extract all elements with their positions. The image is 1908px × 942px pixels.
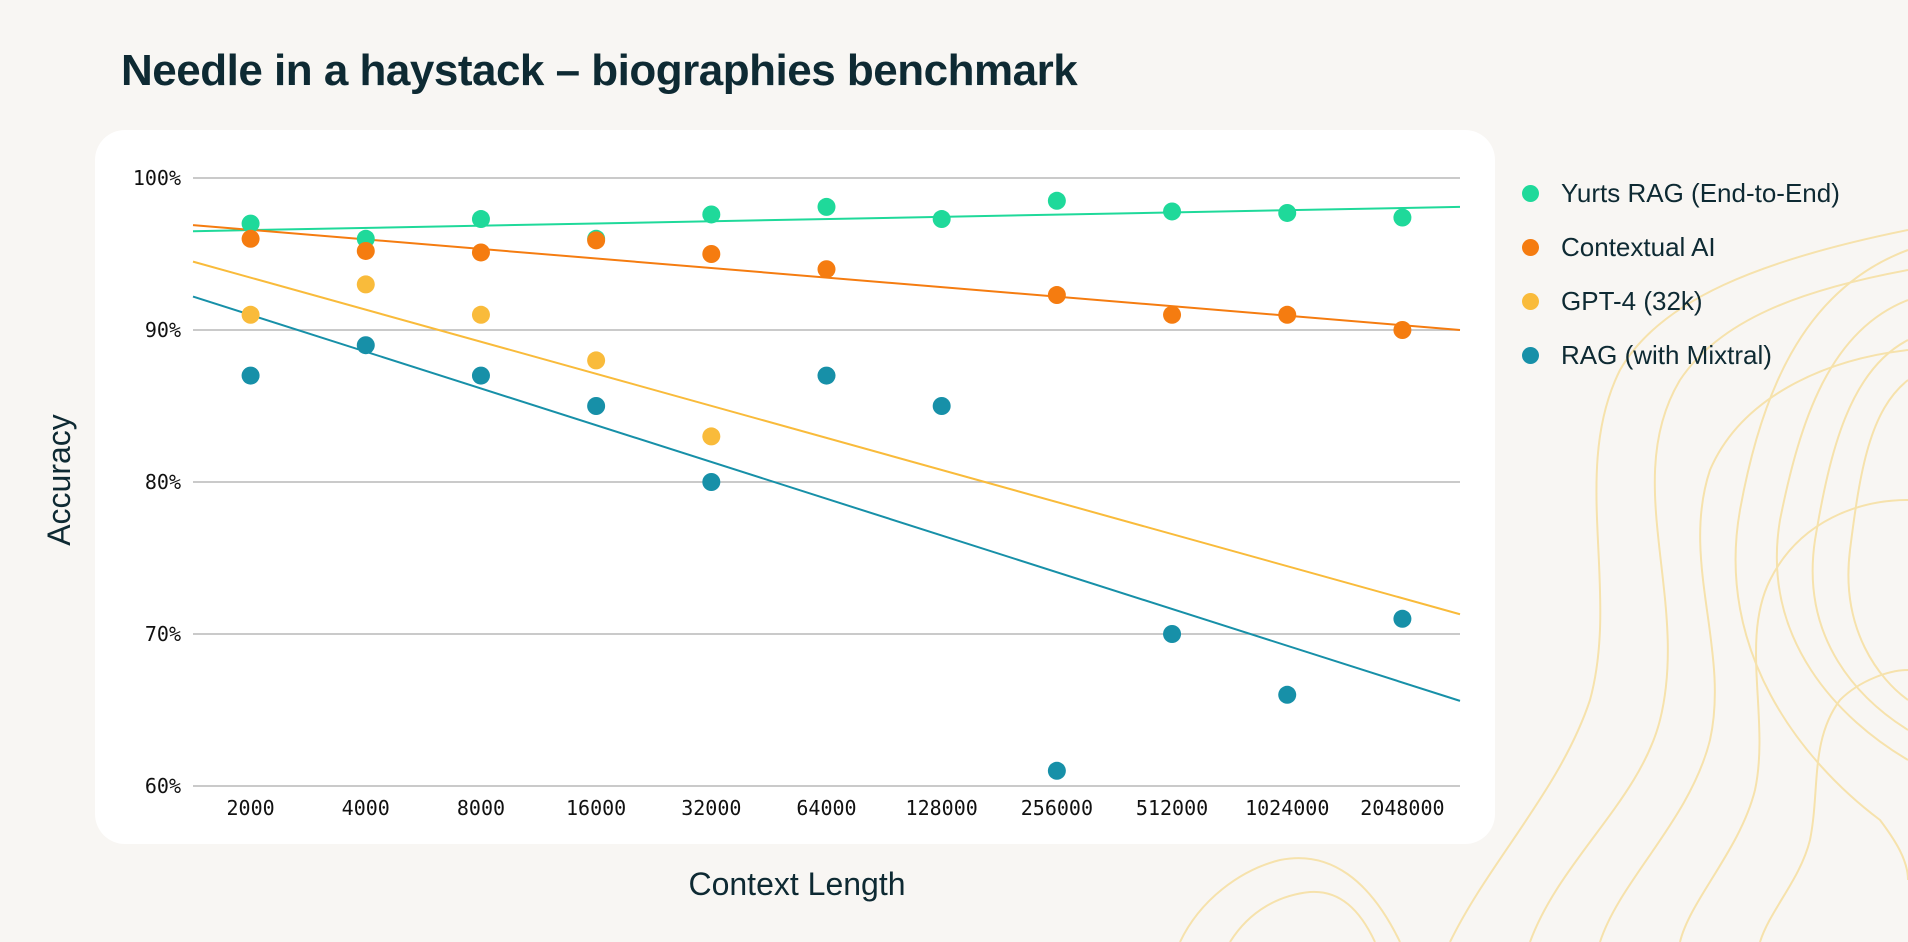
legend-marker <box>1522 184 1539 202</box>
x-tick-labels: 2000 4000 8000 16000 32000 64000 128000 256000 5… <box>227 796 1445 820</box>
data-point <box>702 427 721 446</box>
trend-line <box>192 205 1461 233</box>
data-point <box>241 229 260 248</box>
legend-item: Contextual AI <box>1522 220 1840 274</box>
y-tick-label: 80% <box>145 470 181 494</box>
x-tick-label: 32000 <box>681 796 741 820</box>
y-tick-label: 90% <box>145 318 181 342</box>
y-axis-label: Accuracy <box>41 414 77 546</box>
legend-marker <box>1522 238 1539 256</box>
data-point <box>817 260 836 279</box>
y-tick-labels: 60% 70% 80% 90% 100% <box>133 166 181 798</box>
data-point <box>587 231 606 250</box>
data-point <box>932 210 951 229</box>
data-point <box>587 397 606 415</box>
legend-marker <box>1522 346 1539 364</box>
data-point <box>356 336 375 355</box>
data-point <box>1163 625 1182 643</box>
x-tick-label: 64000 <box>796 796 856 820</box>
data-point <box>1047 191 1066 210</box>
data-point <box>1278 203 1297 222</box>
data-point <box>817 366 836 385</box>
legend-marker <box>1522 292 1539 310</box>
data-point <box>241 305 260 324</box>
y-tick-label: 60% <box>145 774 181 798</box>
x-tick-label: 1024000 <box>1245 796 1329 820</box>
data-point <box>1393 321 1412 339</box>
chart-panel <box>95 130 1495 844</box>
chart-title: Needle in a haystack – biographies bench… <box>121 46 1078 95</box>
y-tick-label: 70% <box>145 622 181 646</box>
data-point <box>1047 761 1066 780</box>
data-point <box>932 397 951 415</box>
data-point <box>356 241 375 260</box>
y-tick-label: 100% <box>133 166 181 190</box>
x-tick-label: 2000 <box>227 796 275 820</box>
x-tick-label: 16000 <box>566 796 626 820</box>
legend-item: RAG (with Mixtral) <box>1522 328 1840 382</box>
trend-lines <box>192 205 1461 702</box>
data-point <box>1393 208 1412 227</box>
x-axis-label: Context Length <box>688 866 905 902</box>
x-tick-label: 4000 <box>342 796 390 820</box>
legend: Yurts RAG (End-to-End) Contextual AI GPT-4… <box>1522 166 1840 382</box>
data-point <box>1163 305 1182 324</box>
x-tick-label: 256000 <box>1021 796 1093 820</box>
legend-item: GPT-4 (32k) <box>1522 274 1840 328</box>
data-point <box>471 305 490 324</box>
x-tick-label: 512000 <box>1136 796 1208 820</box>
legend-label: RAG (with Mixtral) <box>1561 339 1772 370</box>
x-tick-label: 2048000 <box>1360 796 1444 820</box>
data-point <box>471 210 490 229</box>
data-points <box>241 191 1412 780</box>
legend-label: GPT-4 (32k) <box>1561 285 1703 316</box>
data-point <box>702 473 721 491</box>
data-point <box>241 214 260 233</box>
data-point <box>817 197 836 216</box>
data-point <box>471 366 490 385</box>
data-point <box>1047 286 1066 305</box>
data-point <box>241 366 260 385</box>
legend-label: Contextual AI <box>1561 231 1716 262</box>
data-point <box>1163 202 1182 221</box>
trend-line <box>192 260 1461 616</box>
data-point <box>1278 685 1297 704</box>
x-tick-label: 128000 <box>906 796 978 820</box>
data-point <box>356 275 375 294</box>
legend-item: Yurts RAG (End-to-End) <box>1522 166 1840 220</box>
data-point <box>587 351 606 370</box>
trend-line <box>192 295 1461 702</box>
data-point <box>702 245 721 263</box>
data-point <box>471 243 490 262</box>
data-point <box>1393 609 1412 628</box>
x-tick-label: 8000 <box>457 796 505 820</box>
legend-label: Yurts RAG (End-to-End) <box>1561 177 1840 208</box>
data-point <box>702 205 721 224</box>
data-point <box>1278 305 1297 324</box>
